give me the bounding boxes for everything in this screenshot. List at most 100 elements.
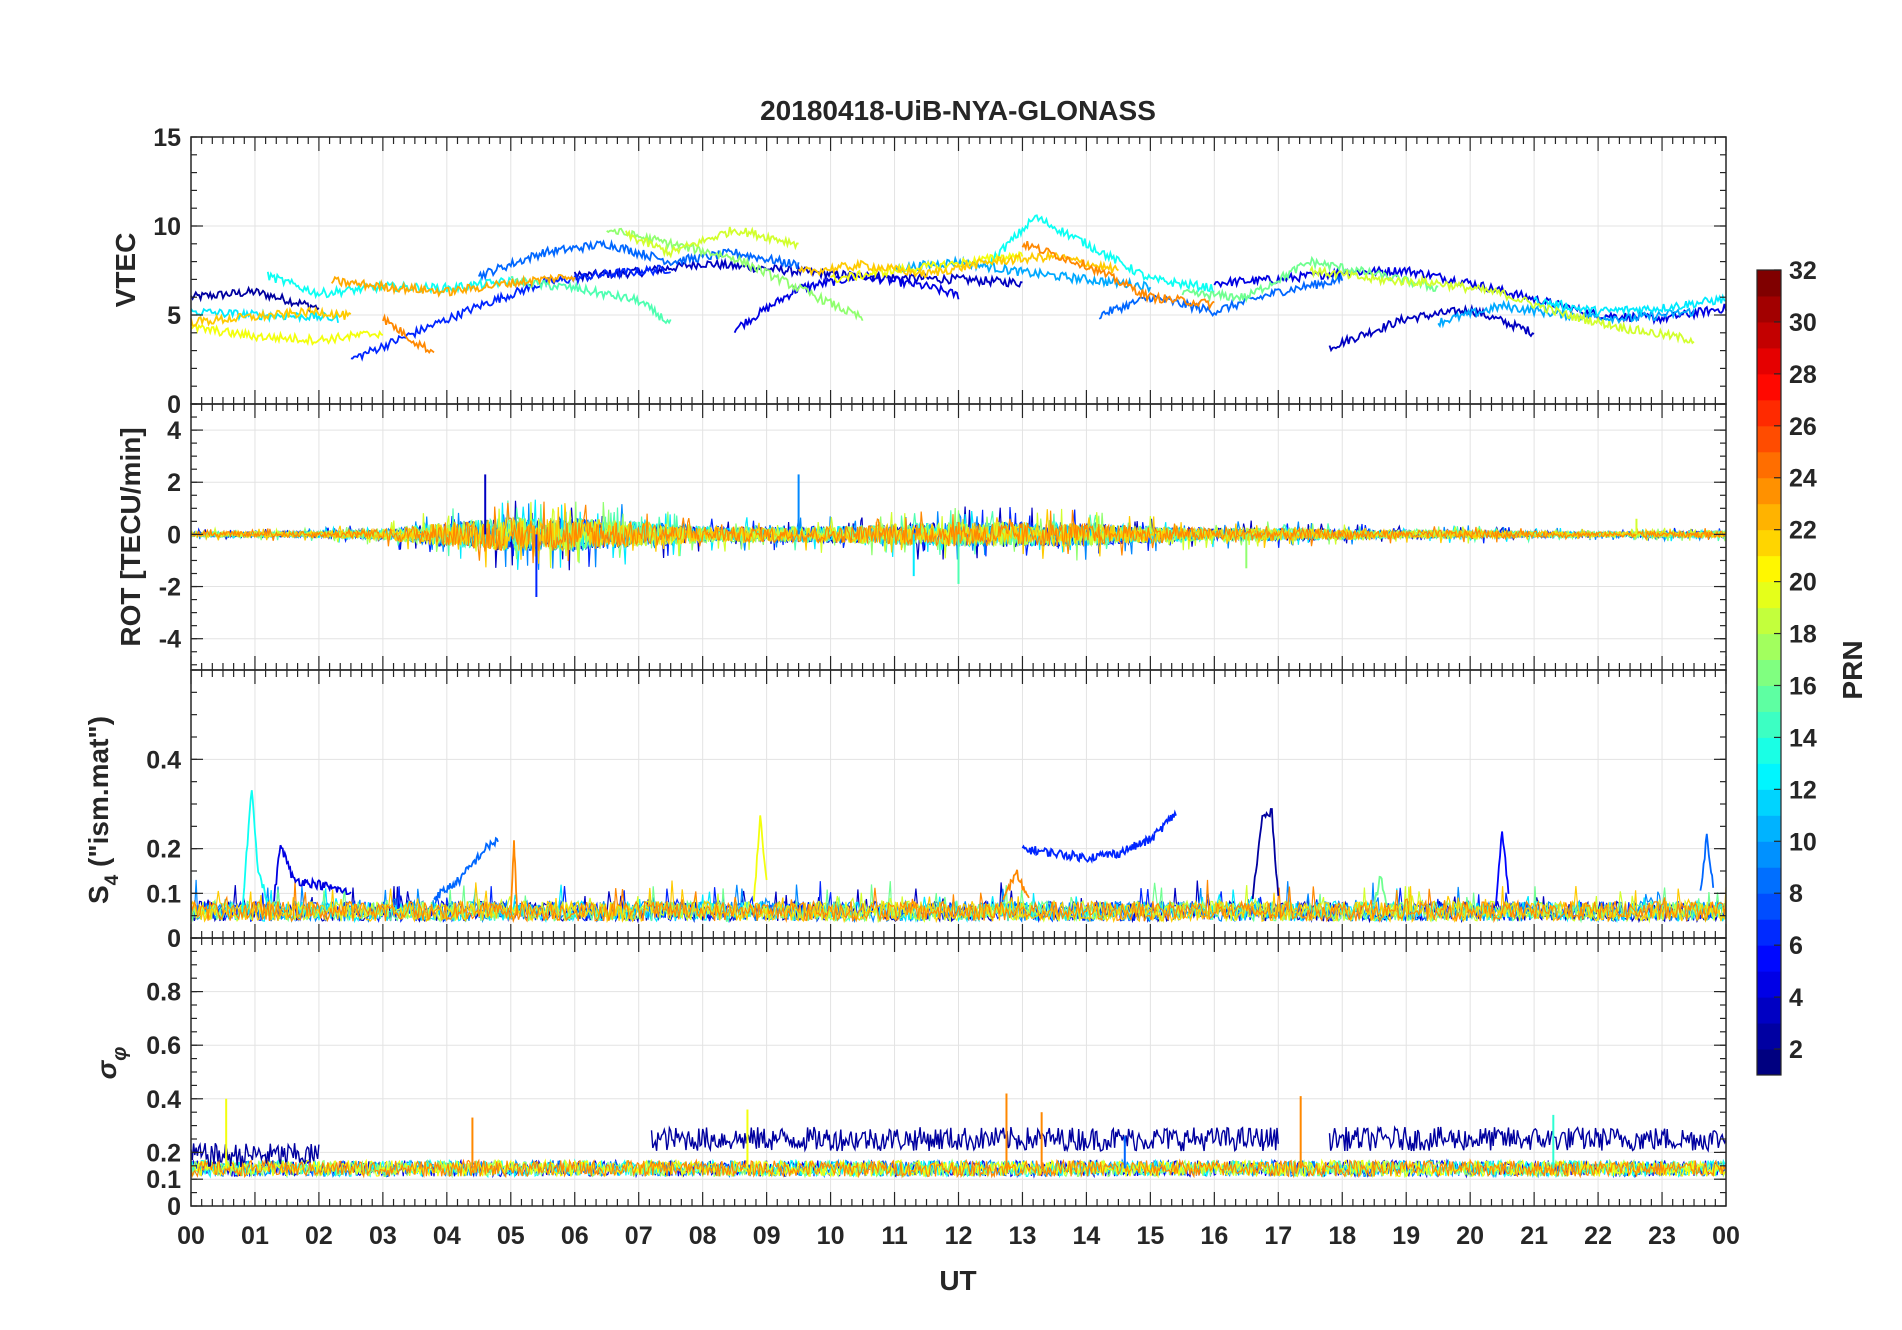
colorbar-segment — [1757, 373, 1781, 401]
colorbar-segment — [1757, 893, 1781, 920]
colorbar-tick-label: 14 — [1789, 724, 1817, 752]
vtec-line — [1328, 303, 1535, 353]
colorbar-tick-label: 10 — [1789, 828, 1817, 856]
y-tick-label: 0 — [167, 925, 181, 953]
x-axis-label: UT — [939, 1265, 976, 1296]
y-tick-label: 0.8 — [146, 979, 181, 1007]
colorbar-tick-label: 4 — [1789, 984, 1803, 1012]
colorbar-segment — [1757, 477, 1781, 505]
vtec-line — [190, 323, 384, 346]
vtec-line — [190, 306, 352, 327]
x-tick-label: 05 — [497, 1222, 525, 1250]
vtec-line — [1021, 241, 1215, 311]
colorbar-segment — [1757, 685, 1781, 712]
colorbar-tick-label: 16 — [1789, 672, 1817, 700]
colorbar-segment — [1757, 789, 1781, 816]
colorbar-segment — [1757, 1049, 1781, 1076]
vtec-line — [1309, 264, 1695, 345]
colorbar-segment — [1757, 270, 1781, 297]
sigma-phi-band — [650, 1125, 1279, 1153]
colorbar-tick-label: 32 — [1789, 257, 1817, 285]
colorbar-tick-label: 2 — [1789, 1036, 1803, 1064]
y-tick-label: 4 — [167, 417, 181, 445]
y-tick-label: 2 — [167, 469, 181, 497]
panel-rot: -4 -2 0 2 4 ROT [TECU/min] — [115, 403, 1727, 671]
colorbar-tick-label: 28 — [1789, 361, 1817, 389]
y-tick-label: 0.2 — [146, 1139, 181, 1167]
vtec-line — [830, 251, 1024, 284]
s4-event-line — [509, 840, 519, 916]
x-tick-label: 06 — [561, 1222, 589, 1250]
y-tick-label: 0.2 — [146, 836, 181, 864]
s4-event-line — [1699, 833, 1715, 891]
sigma-phi-band — [1328, 1125, 1727, 1153]
x-tick-label: 17 — [1264, 1222, 1292, 1250]
vtec-line — [330, 273, 576, 298]
y-tick-label: 0.1 — [146, 1166, 181, 1194]
x-tick-labels: 00 01 02 03 04 05 06 07 08 09 10 11 12 13 14 15 16 17 18 19… — [177, 1222, 1740, 1250]
s4-event-line — [1002, 869, 1030, 901]
y-tick-label: 15 — [153, 124, 181, 152]
s4-event-line — [433, 836, 499, 903]
sigma-phi-line — [190, 1158, 1727, 1179]
x-tick-label: 08 — [689, 1222, 717, 1250]
x-tick-label: 12 — [945, 1222, 973, 1250]
colorbar-tick-label: 24 — [1789, 465, 1817, 493]
colorbar-segment — [1757, 971, 1781, 998]
x-tick-label: 16 — [1200, 1222, 1228, 1250]
vtec-line — [797, 249, 1119, 279]
y-tick-label: 0.1 — [146, 880, 181, 908]
vtec-line — [510, 276, 672, 325]
colorbar-tick-label: 12 — [1789, 776, 1817, 804]
y-tick-label: -4 — [159, 626, 181, 654]
colorbar-segment — [1757, 321, 1781, 349]
y-tick-label: 5 — [167, 302, 181, 330]
vtec-line — [477, 239, 800, 282]
s4-line — [190, 879, 1727, 924]
s4-event-line — [1373, 875, 1388, 906]
colorbar-tick-label: 20 — [1789, 569, 1817, 597]
rot-line — [190, 501, 1727, 564]
vtec-series — [190, 214, 1727, 362]
sigma-phi-band — [190, 1141, 320, 1167]
x-tick-label: 13 — [1009, 1222, 1037, 1250]
vtec-line — [606, 227, 864, 322]
vtec-line — [733, 270, 960, 334]
vtec-line — [382, 313, 435, 354]
colorbar-segment — [1757, 529, 1781, 557]
y-tick-label: 10 — [153, 213, 181, 241]
colorbar-segment — [1757, 919, 1781, 946]
chart-title: 20180418-UiB-NYA-GLONASS — [760, 95, 1156, 126]
vtec-ylabel: VTEC — [110, 233, 141, 308]
vtec-line — [1533, 293, 1727, 318]
colorbar-segment — [1757, 425, 1781, 453]
s4-event-line — [1251, 808, 1280, 900]
colorbar-tick-label: 30 — [1789, 309, 1817, 337]
colorbar-tick-label: 22 — [1789, 517, 1817, 545]
colorbar-segment — [1757, 607, 1781, 635]
vtec-line — [989, 214, 1215, 293]
s4-event-line — [241, 790, 269, 912]
colorbar-segment — [1757, 295, 1781, 323]
vtec-line — [1098, 272, 1344, 320]
s4-ylabel: S4 ("ism.mat") — [83, 716, 123, 904]
vtec-line — [625, 226, 799, 259]
x-tick-label: 09 — [753, 1222, 781, 1250]
x-tick-label: 04 — [433, 1222, 461, 1250]
colorbar-tick-label: 18 — [1789, 621, 1817, 649]
s4-event-line — [273, 844, 352, 902]
x-tick-label: 18 — [1328, 1222, 1356, 1250]
y-tick-label: 0 — [167, 1193, 181, 1221]
s4-event-line — [1494, 831, 1510, 907]
colorbar-segment — [1757, 347, 1781, 375]
x-tick-label: 22 — [1584, 1222, 1612, 1250]
colorbar-segment — [1757, 997, 1781, 1024]
colorbar-tick-label: 26 — [1789, 413, 1817, 441]
y-tick-label: 0 — [167, 391, 181, 419]
colorbar-tick-label: 6 — [1789, 932, 1803, 960]
vtec-line — [1181, 255, 1439, 304]
panel-sigma-phi: 00.10.2 0.4 0.6 0.8 σφ — [91, 937, 1727, 1221]
x-tick-label: 00 — [177, 1222, 205, 1250]
